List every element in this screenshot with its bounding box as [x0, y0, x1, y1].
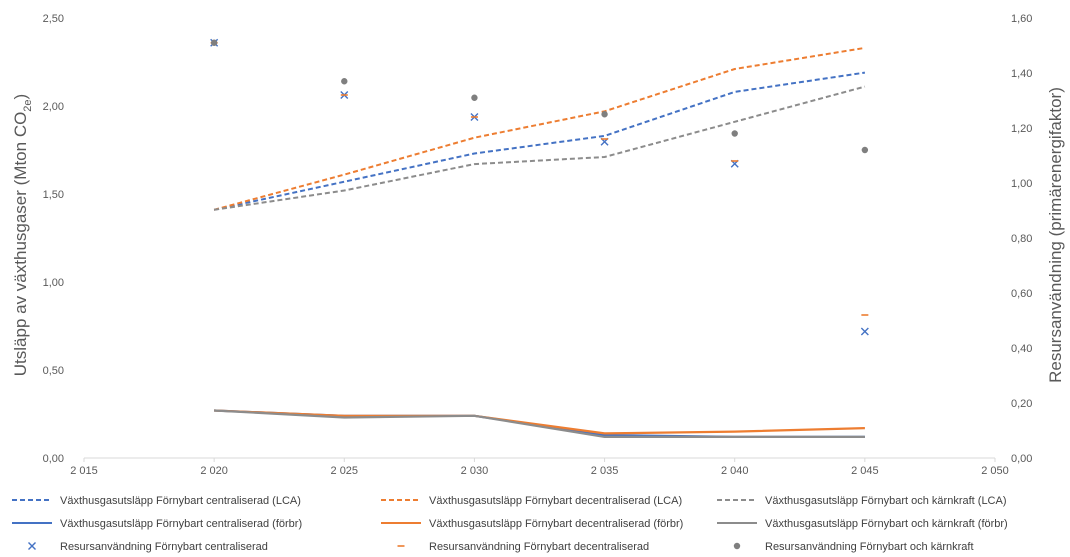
- marker-x: [860, 327, 869, 336]
- marker-circle: [210, 39, 218, 46]
- y-right-tick-label: 1,40: [1011, 68, 1032, 80]
- y-right-tick-label: 0,60: [1011, 288, 1032, 300]
- y-left-ticks: 0,00 0,50 1,00 1,50 2,00 2,50: [43, 13, 64, 465]
- legend-swatch: [733, 542, 741, 550]
- legend-label: Växthusgasutsläpp Förnybart centralisera…: [60, 495, 301, 507]
- y-right-tick-label: 1,20: [1011, 123, 1032, 135]
- y-right-ticks: 0,00 0,20 0,40 0,60 0,80 1,00 1,20 1,40 1,60: [1011, 13, 1032, 465]
- y-right-tick-label: 1,60: [1011, 13, 1032, 25]
- legend-label: Växthusgasutsläpp Förnybart decentralise…: [429, 518, 683, 530]
- marker-circle: [731, 130, 738, 137]
- x-tick-label: 2 040: [721, 465, 749, 477]
- y-right-axis-title: Resursanvändning (primärenergifaktor): [1046, 87, 1065, 383]
- series-line-0: [213, 71, 866, 211]
- x-tick-label: 2 035: [591, 465, 619, 477]
- legend-item: Växthusgasutsläpp Förnybart och kärnkraf…: [717, 495, 1007, 507]
- x-ticks: 2 015 2 020 2 025 2 030 2 035 2 040 2 045 2 050: [70, 458, 1009, 477]
- marker-circle: [341, 78, 348, 85]
- y-left-axis-title-main: Utsläpp av växthusgaser (Mton CO: [11, 112, 30, 377]
- legend-label: Växthusgasutsläpp Förnybart och kärnkraf…: [765, 495, 1007, 507]
- series-line-5: [214, 409, 865, 438]
- marker-circle: [861, 146, 869, 154]
- y-left-tick-label: 1,50: [43, 189, 64, 201]
- legend-item: Växthusgasutsläpp Förnybart decentralise…: [381, 518, 683, 530]
- y-right-tick-label: 1,00: [1011, 178, 1032, 190]
- legend-label: Resursanvändning Förnybart och kärnkraft: [765, 541, 974, 553]
- y-left-tick-label: 1,00: [43, 277, 64, 289]
- y-left-tick-label: 2,50: [43, 13, 64, 25]
- legend-label: Växthusgasutsläpp Förnybart decentralise…: [429, 495, 682, 507]
- y-right-tick-label: 0,80: [1011, 233, 1032, 245]
- legend-label: Växthusgasutsläpp Förnybart centralisera…: [60, 518, 302, 530]
- x-tick-label: 2 030: [461, 465, 489, 477]
- x-tick-label: 2 015: [70, 465, 98, 477]
- legend-item: Växthusgasutsläpp Förnybart centralisera…: [12, 518, 302, 530]
- y-left-tick-label: 2,00: [43, 101, 64, 113]
- legend-item: Resursanvändning Förnybart och kärnkraft: [733, 541, 974, 553]
- legend-item: Växthusgasutsläpp Förnybart centralisera…: [12, 495, 301, 507]
- legend-item: Växthusgasutsläpp Förnybart och kärnkraf…: [717, 518, 1008, 530]
- legend-item: Resursanvändning Förnybart centraliserad: [28, 541, 268, 553]
- legend-swatch: [28, 542, 36, 550]
- series-line-2: [213, 85, 866, 211]
- x-tick-label: 2 020: [200, 465, 228, 477]
- legend-item: Resursanvändning Förnybart decentraliser…: [397, 541, 649, 553]
- legend-label: Resursanvändning Förnybart decentraliser…: [429, 541, 649, 553]
- y-right-tick-label: 0,20: [1011, 398, 1032, 410]
- x-tick-label: 2 050: [981, 465, 1009, 477]
- legend-label: Resursanvändning Förnybart centraliserad: [60, 541, 268, 553]
- y-left-axis-title: Utsläpp av växthusgaser (Mton CO2e): [11, 94, 34, 376]
- series-line-1: [213, 46, 866, 211]
- y-left-tick-label: 0,50: [43, 365, 64, 377]
- marker-circle: [471, 94, 478, 101]
- y-right-tick-label: 0,40: [1011, 343, 1032, 355]
- legend-label: Växthusgasutsläpp Förnybart och kärnkraf…: [765, 518, 1008, 530]
- y-left-axis-title-suffix: ): [11, 94, 30, 100]
- y-right-tick-label: 0,00: [1011, 453, 1032, 465]
- marker-circle: [601, 111, 608, 118]
- series: [210, 38, 869, 438]
- y-left-axis-title-sub: 2e: [22, 99, 34, 111]
- legend: Växthusgasutsläpp Förnybart centralisera…: [12, 495, 1008, 553]
- y-left-tick-label: 0,00: [43, 453, 64, 465]
- x-tick-label: 2 025: [331, 465, 359, 477]
- legend-item: Växthusgasutsläpp Förnybart decentralise…: [381, 495, 682, 507]
- series-line-4: [214, 409, 865, 435]
- x-tick-label: 2 045: [851, 465, 879, 477]
